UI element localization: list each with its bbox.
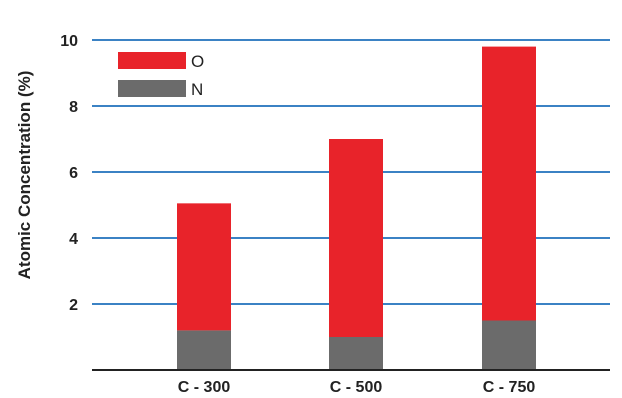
x-tick-labels: C - 300 C - 500 C - 750: [178, 379, 536, 396]
y-tick-labels: 2 4 6 8 10: [60, 33, 78, 314]
legend-label-n: N: [191, 80, 203, 99]
x-tick-label: C - 300: [178, 379, 231, 396]
bars: [177, 46, 536, 370]
bar-o-3: [482, 46, 536, 321]
bar-n-3: [482, 320, 536, 370]
bar-o-2: [329, 139, 383, 337]
y-tick-label: 2: [69, 297, 78, 314]
legend-swatch-n: [118, 80, 186, 97]
bar-n-2: [329, 337, 383, 370]
bar-o-1: [177, 203, 231, 331]
legend: ON: [118, 52, 204, 99]
y-tick-label: 6: [69, 165, 78, 182]
x-tick-label: C - 750: [483, 379, 536, 396]
y-axis-label: Atomic Concentration (%): [15, 71, 34, 280]
y-tick-label: 4: [69, 231, 78, 248]
legend-label-o: O: [191, 52, 204, 71]
y-tick-label: 8: [69, 99, 78, 116]
y-tick-label: 10: [60, 33, 78, 50]
x-tick-label: C - 500: [330, 379, 383, 396]
legend-swatch-o: [118, 52, 186, 69]
bar-n-1: [177, 330, 231, 370]
